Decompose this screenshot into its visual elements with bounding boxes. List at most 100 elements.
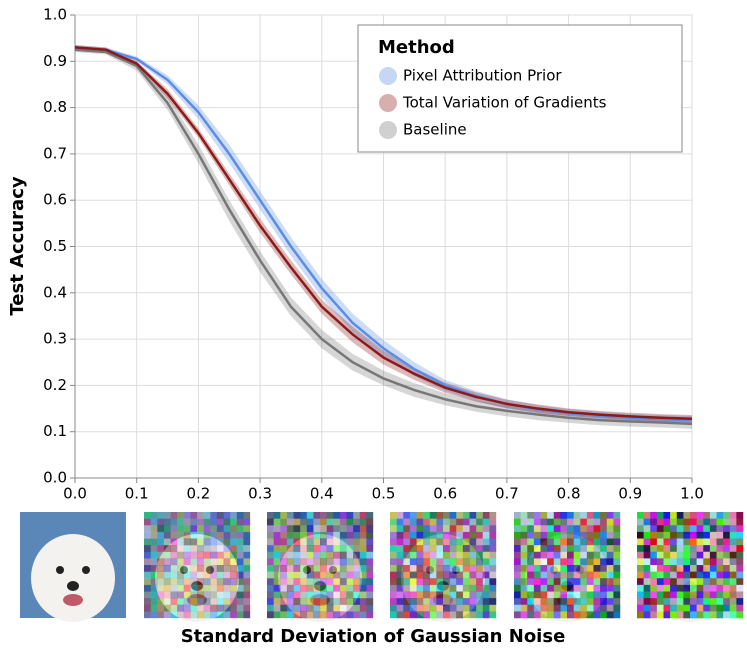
noise-pixel: [729, 571, 737, 579]
noise-pixel: [586, 538, 594, 546]
noise-pixel: [359, 584, 367, 592]
noise-pixel: [613, 591, 621, 599]
noise-pixel: [326, 611, 334, 619]
noise-pixel: [482, 584, 490, 592]
x-tick-label: 0.5: [372, 485, 396, 503]
noise-pixel: [650, 558, 658, 566]
noise-pixel: [567, 525, 574, 533]
noise-pixel: [553, 551, 561, 559]
noise-pixel: [306, 551, 314, 559]
noise-pixel: [709, 571, 717, 579]
noise-pixel: [339, 518, 347, 526]
noise-pixel: [476, 598, 484, 606]
noise-pixel: [293, 551, 301, 559]
noise-pixel: [429, 604, 437, 612]
noise-pixel: [359, 604, 367, 612]
noise-pixel: [183, 531, 191, 539]
noise-pixel: [650, 598, 658, 606]
noise-pixel: [280, 598, 288, 606]
noise-pixel: [320, 591, 327, 599]
noise-pixel: [313, 565, 321, 572]
noise-pixel: [436, 545, 444, 553]
noise-pixel: [449, 598, 457, 606]
noise-pixel: [320, 512, 327, 519]
noise-pixel: [429, 545, 437, 553]
noise-pixel: [533, 598, 541, 606]
noise-pixel: [462, 512, 470, 519]
noise-pixel: [462, 598, 470, 606]
noise-pixel: [670, 538, 678, 546]
noise-pixel: [183, 611, 191, 619]
noise-pixel: [157, 538, 165, 546]
noise-pixel: [514, 591, 521, 599]
noise-pixel: [703, 551, 711, 559]
noise-pixel: [696, 525, 704, 533]
noise-pixel: [449, 525, 457, 533]
noise-pixel: [390, 611, 397, 619]
noise-pixel: [144, 551, 151, 559]
noise-pixel: [223, 551, 231, 559]
noise-pixel: [429, 558, 437, 566]
noise-pixel: [553, 518, 561, 526]
noise-pixel: [429, 565, 437, 572]
noise-pixel: [723, 558, 731, 566]
noise-pixel: [403, 591, 411, 599]
noise-pixel: [560, 545, 568, 553]
noise-pixel: [482, 598, 490, 606]
noise-pixel: [210, 598, 218, 606]
noise-pixel: [567, 571, 574, 579]
noise-pixel: [353, 525, 361, 533]
noise-pixel: [423, 571, 431, 579]
noise-pixel: [390, 551, 397, 559]
noise-pixel: [210, 551, 218, 559]
noise-pixel: [150, 598, 158, 606]
noise-pixel: [547, 571, 555, 579]
noise-pixel: [300, 531, 308, 539]
noise-pixel: [527, 604, 535, 612]
noise-pixel: [520, 571, 528, 579]
noise-pixel: [190, 512, 198, 519]
noise-pixel: [567, 512, 574, 519]
noise-pixel: [527, 598, 535, 606]
noise-pixel: [709, 525, 717, 533]
noise-pixel: [429, 611, 437, 619]
noise-pixel: [670, 565, 678, 572]
noise-pixel: [729, 584, 737, 592]
noise-pixel: [409, 578, 417, 586]
x-axis-label: Standard Deviation of Gaussian Noise: [181, 626, 566, 647]
noise-pixel: [650, 538, 658, 546]
noise-pixel: [586, 611, 594, 619]
noise-pixel: [267, 565, 274, 572]
noise-pixel: [709, 598, 717, 606]
noise-pixel: [353, 545, 361, 553]
noise-pixel: [469, 571, 477, 579]
noise-pixel: [690, 545, 697, 553]
noise-pixel: [683, 598, 691, 606]
noise-pixel: [723, 571, 731, 579]
noise-pixel: [600, 611, 608, 619]
noise-pixel: [320, 538, 327, 546]
noise-pixel: [456, 551, 464, 559]
noise-pixel: [527, 578, 535, 586]
noise-pixel: [300, 611, 308, 619]
noise-pixel: [423, 558, 431, 566]
noise-pixel: [339, 578, 347, 586]
noise-pixel: [230, 558, 238, 566]
noise-pixel: [177, 571, 185, 579]
noise-pixel: [462, 525, 470, 533]
noise-pixel: [300, 538, 308, 546]
noise-pixel: [443, 584, 450, 592]
noise-pixel: [736, 565, 744, 572]
noise-pixel: [469, 531, 477, 539]
noise-pixel: [223, 604, 231, 612]
noise-pixel: [560, 538, 568, 546]
noise-pixel: [650, 604, 658, 612]
noise-pixel: [203, 525, 211, 533]
noise-pixel: [403, 598, 411, 606]
noise-pixel: [703, 604, 711, 612]
legend-label: Pixel Attribution Prior: [403, 67, 562, 85]
noise-pixel: [527, 584, 535, 592]
noise-pixel: [346, 598, 354, 606]
noise-pixel: [476, 531, 484, 539]
noise-pixel: [696, 598, 704, 606]
